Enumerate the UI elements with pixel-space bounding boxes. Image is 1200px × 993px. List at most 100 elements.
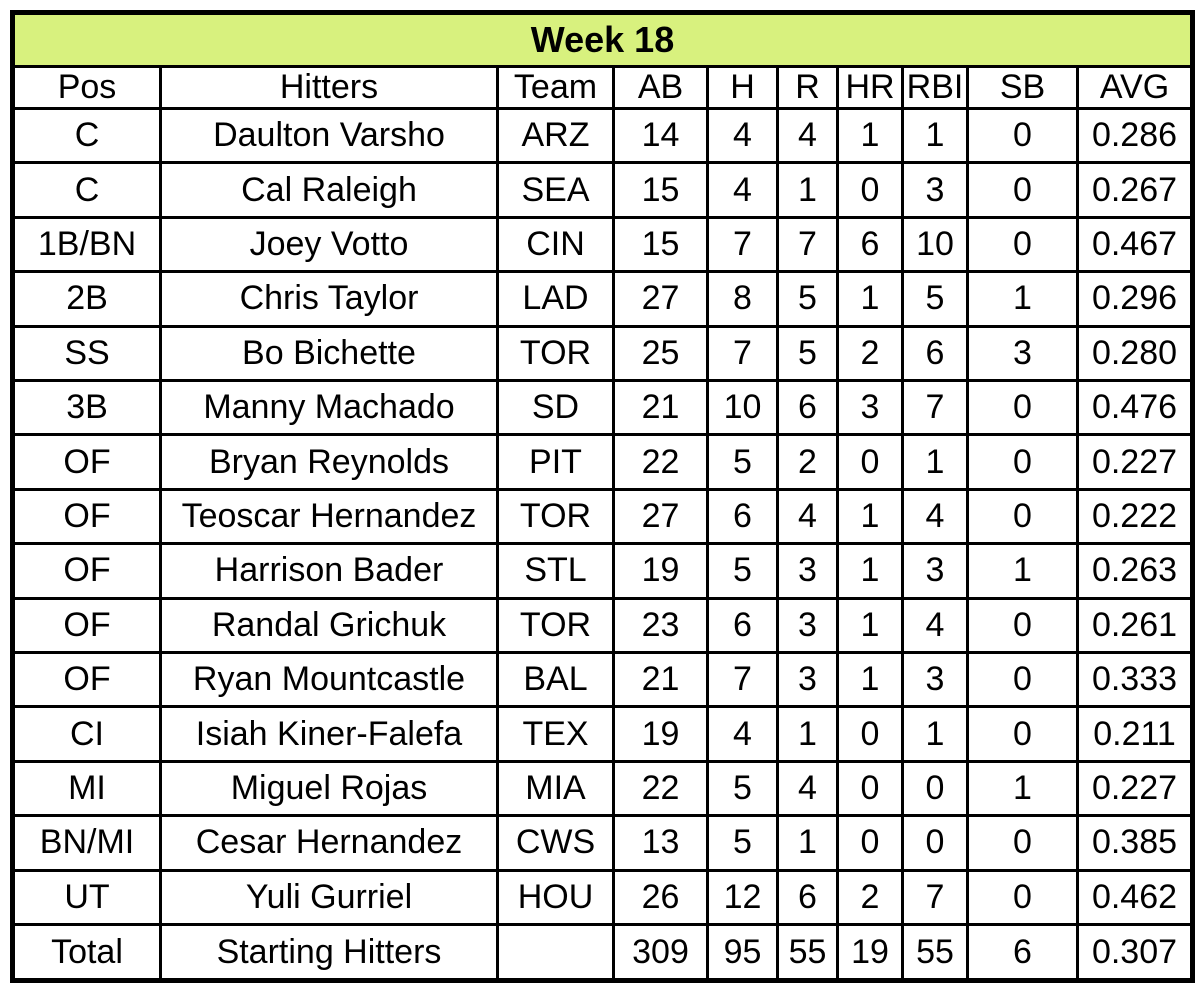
cell-avg: 0.261: [1076, 596, 1194, 655]
cell-player: Joey Votto: [159, 215, 499, 274]
cell-rbi: 3: [901, 161, 969, 219]
cell-h: 5: [706, 759, 779, 818]
cell-rbi: 4: [901, 596, 969, 655]
cell-player: Starting Hitters: [159, 923, 499, 982]
cell-team: HOU: [496, 868, 615, 927]
cell-pos: C: [11, 106, 162, 165]
cell-avg: 0.227: [1076, 433, 1194, 491]
cell-player: Ryan Mountcastle: [159, 651, 499, 709]
cell-hr: 2: [836, 868, 904, 927]
column-header-row: Pos Hitters Team AB H R HR RBI SB AVG: [11, 65, 1194, 110]
cell-r: 7: [776, 215, 839, 274]
cell-pos: OF: [11, 651, 162, 709]
cell-hr: 1: [836, 270, 904, 328]
cell-pos: UT: [11, 868, 162, 927]
cell-h: 95: [706, 923, 779, 982]
cell-ab: 13: [612, 814, 709, 872]
cell-rbi: 1: [901, 705, 969, 763]
cell-hr: 1: [836, 487, 904, 546]
cell-avg: 0.333: [1076, 651, 1194, 709]
cell-pos: Total: [11, 923, 162, 982]
cell-ab: 21: [612, 379, 709, 437]
cell-r: 6: [776, 868, 839, 927]
cell-player: Yuli Gurriel: [159, 868, 499, 927]
cell-rbi: 3: [901, 651, 969, 709]
player-row: 3B Manny Machado SD 21 10 6 3 7 0 0.476: [11, 379, 1194, 437]
weekly-hitters-table: Week 18 Pos Hitters Team AB H R HR RBI S…: [10, 10, 1195, 983]
cell-team: ARZ: [496, 106, 615, 165]
cell-r: 2: [776, 433, 839, 491]
cell-ab: 21: [612, 651, 709, 709]
total-row: Total Starting Hitters 309 95 55 19 55 6 0.307: [11, 923, 1194, 982]
cell-hr: 1: [836, 651, 904, 709]
col-header-ab: AB: [612, 65, 709, 110]
cell-team: TOR: [496, 596, 615, 655]
cell-ab: 27: [612, 270, 709, 328]
cell-rbi: 1: [901, 433, 969, 491]
col-header-hr: HR: [836, 65, 904, 110]
cell-r: 6: [776, 379, 839, 437]
cell-h: 8: [706, 270, 779, 328]
cell-hr: 3: [836, 379, 904, 437]
player-row: C Cal Raleigh SEA 15 4 1 0 3 0 0.267: [11, 161, 1194, 219]
cell-h: 4: [706, 161, 779, 219]
cell-rbi: 0: [901, 814, 969, 872]
cell-avg: 0.476: [1076, 379, 1194, 437]
cell-ab: 25: [612, 324, 709, 383]
cell-sb: 6: [966, 923, 1079, 982]
cell-player: Chris Taylor: [159, 270, 499, 328]
cell-player: Cesar Hernandez: [159, 814, 499, 872]
col-header-pos: Pos: [11, 65, 162, 110]
cell-avg: 0.385: [1076, 814, 1194, 872]
cell-rbi: 4: [901, 487, 969, 546]
cell-team: TOR: [496, 324, 615, 383]
cell-team: CWS: [496, 814, 615, 872]
player-row: OF Randal Grichuk TOR 23 6 3 1 4 0 0.261: [11, 596, 1194, 655]
cell-hr: 0: [836, 433, 904, 491]
cell-player: Cal Raleigh: [159, 161, 499, 219]
cell-pos: CI: [11, 705, 162, 763]
cell-player: Miguel Rojas: [159, 759, 499, 818]
cell-rbi: 7: [901, 868, 969, 927]
cell-avg: 0.267: [1076, 161, 1194, 219]
player-row: OF Bryan Reynolds PIT 22 5 2 0 1 0 0.227: [11, 433, 1194, 491]
cell-hr: 1: [836, 596, 904, 655]
cell-hr: 1: [836, 106, 904, 165]
cell-team: MIA: [496, 759, 615, 818]
col-header-h: H: [706, 65, 779, 110]
cell-hr: 1: [836, 542, 904, 600]
cell-h: 7: [706, 651, 779, 709]
cell-ab: 19: [612, 705, 709, 763]
cell-h: 7: [706, 324, 779, 383]
cell-team: SEA: [496, 161, 615, 219]
cell-sb: 1: [966, 759, 1079, 818]
cell-sb: 1: [966, 542, 1079, 600]
cell-avg: 0.263: [1076, 542, 1194, 600]
cell-ab: 309: [612, 923, 709, 982]
cell-ab: 14: [612, 106, 709, 165]
cell-sb: 1: [966, 270, 1079, 328]
cell-hr: 2: [836, 324, 904, 383]
cell-pos: MI: [11, 759, 162, 818]
cell-ab: 27: [612, 487, 709, 546]
cell-sb: 0: [966, 106, 1079, 165]
cell-r: 4: [776, 759, 839, 818]
cell-ab: 23: [612, 596, 709, 655]
cell-player: Daulton Varsho: [159, 106, 499, 165]
cell-player: Isiah Kiner-Falefa: [159, 705, 499, 763]
cell-team: PIT: [496, 433, 615, 491]
cell-player: Randal Grichuk: [159, 596, 499, 655]
player-row: OF Teoscar Hernandez TOR 27 6 4 1 4 0 0.222: [11, 487, 1194, 546]
cell-team: LAD: [496, 270, 615, 328]
col-header-hitters: Hitters: [159, 65, 499, 110]
cell-ab: 15: [612, 161, 709, 219]
cell-ab: 19: [612, 542, 709, 600]
cell-rbi: 1: [901, 106, 969, 165]
cell-avg: 0.462: [1076, 868, 1194, 927]
week-title: Week 18: [11, 11, 1194, 68]
cell-team: TOR: [496, 487, 615, 546]
cell-player: Bo Bichette: [159, 324, 499, 383]
cell-ab: 15: [612, 215, 709, 274]
cell-pos: OF: [11, 596, 162, 655]
player-row: OF Harrison Bader STL 19 5 3 1 3 1 0.263: [11, 542, 1194, 600]
